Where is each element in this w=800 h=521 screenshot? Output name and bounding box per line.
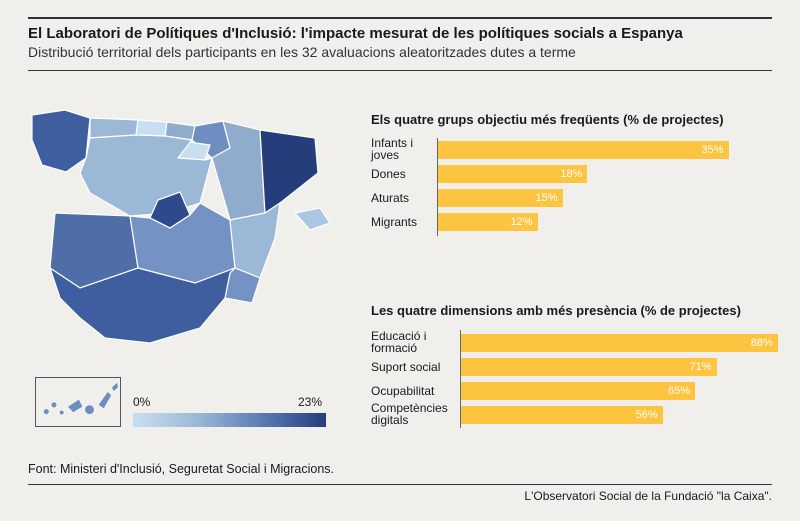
region-andalusia bbox=[48, 266, 236, 344]
bar-row: Infants i joves 35% bbox=[371, 136, 771, 162]
region-balears bbox=[293, 207, 331, 231]
bar-row: Competències digitals 56% bbox=[371, 401, 771, 427]
bar-category-label: Educació i formació bbox=[371, 329, 427, 355]
island-lanzarote bbox=[111, 381, 119, 392]
bar-row: Aturats 15% bbox=[371, 186, 771, 210]
island-la-gomera bbox=[58, 409, 65, 416]
scale-min-label: 0% bbox=[133, 395, 151, 409]
island-la-palma bbox=[50, 401, 58, 409]
bar: 35% bbox=[438, 141, 729, 159]
island-tenerife bbox=[66, 398, 84, 413]
bar-row: Dones 18% bbox=[371, 162, 771, 186]
bar-row: Suport social 71% bbox=[371, 355, 771, 379]
header-rule bbox=[28, 70, 772, 71]
bar: 71% bbox=[461, 358, 717, 376]
region-cantabria bbox=[135, 119, 168, 137]
panel2-title: Les quatre dimensions amb més presència … bbox=[371, 303, 741, 318]
bar: 12% bbox=[438, 213, 538, 231]
bar-category-label: Infants i joves bbox=[371, 136, 414, 162]
island-gran-canaria bbox=[84, 404, 95, 415]
source-note: Font: Ministeri d'Inclusió, Seguretat So… bbox=[28, 462, 334, 476]
bar-category-label: Aturats bbox=[371, 191, 410, 205]
panel1-title: Els quatre grups objectiu més freqüents … bbox=[371, 112, 724, 127]
bar-category-label: Competències digitals bbox=[371, 401, 448, 427]
bar: 15% bbox=[438, 189, 563, 207]
bar-category-label: Ocupabilitat bbox=[371, 384, 435, 398]
bar-row: Ocupabilitat 65% bbox=[371, 379, 771, 403]
bar: 18% bbox=[438, 165, 588, 183]
credit-note: L'Observatori Social de la Fundació "la … bbox=[524, 489, 772, 503]
region-catalunya bbox=[259, 129, 319, 215]
top-rule bbox=[28, 17, 772, 19]
panel2-axis bbox=[460, 330, 461, 428]
panel1-axis bbox=[437, 138, 438, 236]
chart-subtitle: Distribució territorial dels participant… bbox=[28, 44, 576, 60]
island-fuerteventura bbox=[97, 390, 112, 410]
footer-rule bbox=[28, 484, 772, 485]
bar-category-label: Dones bbox=[371, 167, 406, 181]
canary-islands-inset bbox=[35, 377, 121, 427]
bar-category-label: Migrants bbox=[371, 215, 418, 229]
bar: 88% bbox=[461, 334, 778, 352]
bar-category-label: Suport social bbox=[371, 360, 441, 374]
island-el-hierro bbox=[43, 408, 50, 415]
bar: 56% bbox=[461, 406, 663, 424]
spain-choropleth-map bbox=[31, 109, 331, 344]
chart-title: El Laboratori de Polítiques d'Inclusió: … bbox=[28, 25, 683, 42]
bar-row: Migrants 12% bbox=[371, 210, 771, 234]
scale-max-label: 23% bbox=[298, 395, 323, 409]
bar: 65% bbox=[461, 382, 695, 400]
color-scale-bar bbox=[133, 413, 326, 427]
bar-row: Educació i formació 88% bbox=[371, 329, 778, 355]
region-galicia bbox=[31, 109, 91, 173]
